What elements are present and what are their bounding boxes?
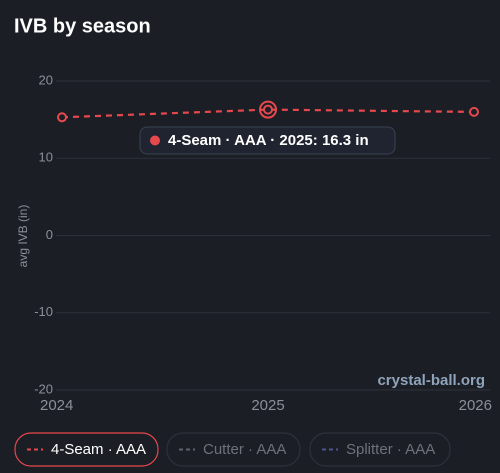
chart-title: IVB by season [14,15,151,37]
data-point [57,112,67,123]
legend-label: 4-Seam · AAA [51,441,146,458]
data-point [469,106,479,117]
x-tick-label: 2026 [459,397,492,414]
x-tick-label: 2025 [251,397,284,414]
tooltip-text: 4-Seam · AAA · 2025: 16.3 in [168,132,369,149]
legend-item[interactable] [166,432,301,467]
y-tick-label: 0 [46,227,53,242]
series-line [61,108,475,119]
y-tick-label: 10 [39,150,53,165]
y-tick-label: -20 [34,381,53,396]
highlight-ring [259,100,277,119]
legend-label: Splitter · AAA [346,441,435,458]
y-tick-label: -10 [34,304,53,319]
tooltip-box [139,126,396,155]
y-axis-label: avg IVB (in) [16,205,30,268]
legend-item[interactable] [14,432,159,467]
legend-label: Cutter · AAA [203,441,286,458]
x-tick-label: 2024 [40,397,73,414]
data-point [263,104,273,115]
tooltip-dot [150,135,160,146]
legend-item[interactable] [309,432,451,467]
watermark: crystal-ball.org [377,372,485,389]
y-tick-label: 20 [39,72,53,87]
